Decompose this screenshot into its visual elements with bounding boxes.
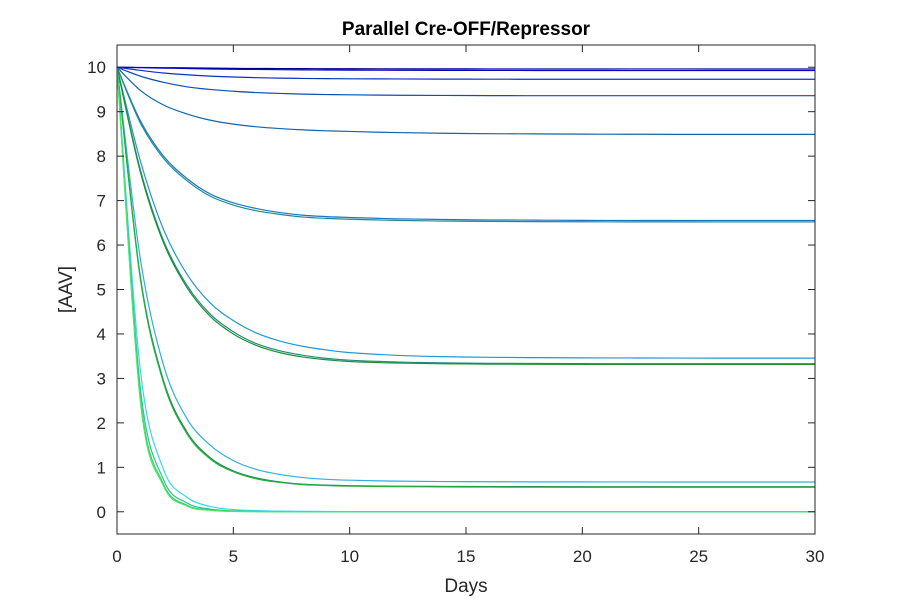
series-line-6 (116, 66, 815, 222)
x-tick-label: 25 (689, 547, 708, 566)
y-tick-label: 9 (97, 103, 106, 122)
y-tick-label: 5 (97, 281, 106, 300)
x-tick-label: 0 (112, 547, 121, 566)
series-line-17 (116, 67, 815, 513)
y-tick-label: 2 (97, 414, 106, 433)
series-line-11 (116, 67, 815, 483)
series-line-13 (116, 67, 815, 488)
y-tick-label: 10 (87, 58, 106, 77)
x-tick-label: 20 (573, 547, 592, 566)
y-tick-label: 0 (97, 503, 106, 522)
series-line-4 (116, 66, 815, 97)
series-line-12 (116, 67, 815, 488)
series-line-3 (116, 66, 815, 80)
y-tick-label: 3 (97, 369, 106, 388)
tick-layer: 0 5 10 15 20 25 30 0 1 2 3 4 5 6 7 8 9 10 (87, 45, 824, 566)
series-line-9 (116, 67, 815, 365)
x-tick-label: 15 (457, 547, 476, 566)
chart-title: Parallel Cre-OFF/Repressor (342, 19, 591, 40)
series-layer (116, 66, 815, 513)
y-tick-label: 7 (97, 192, 106, 211)
series-line-5 (116, 66, 815, 135)
x-tick-label: 5 (229, 547, 238, 566)
y-tick-label: 4 (97, 325, 106, 344)
x-axis-title: Days (444, 576, 487, 597)
series-line-2 (116, 66, 815, 72)
y-axis-title: [AAV] (56, 266, 77, 313)
series-line-10 (116, 67, 815, 366)
y-tick-label: 6 (97, 236, 106, 255)
series-line-7 (116, 66, 815, 223)
x-tick-label: 10 (340, 547, 359, 566)
series-line-8 (116, 67, 815, 359)
series-line-1 (116, 66, 815, 70)
y-tick-label: 1 (97, 458, 106, 477)
x-tick-label: 30 (806, 547, 825, 566)
y-tick-label: 8 (97, 147, 106, 166)
plot-area-frame (116, 44, 816, 535)
